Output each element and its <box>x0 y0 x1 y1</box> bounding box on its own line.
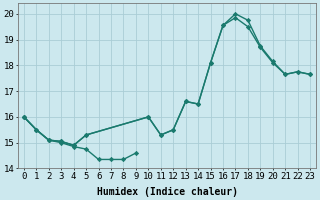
X-axis label: Humidex (Indice chaleur): Humidex (Indice chaleur) <box>97 186 237 197</box>
